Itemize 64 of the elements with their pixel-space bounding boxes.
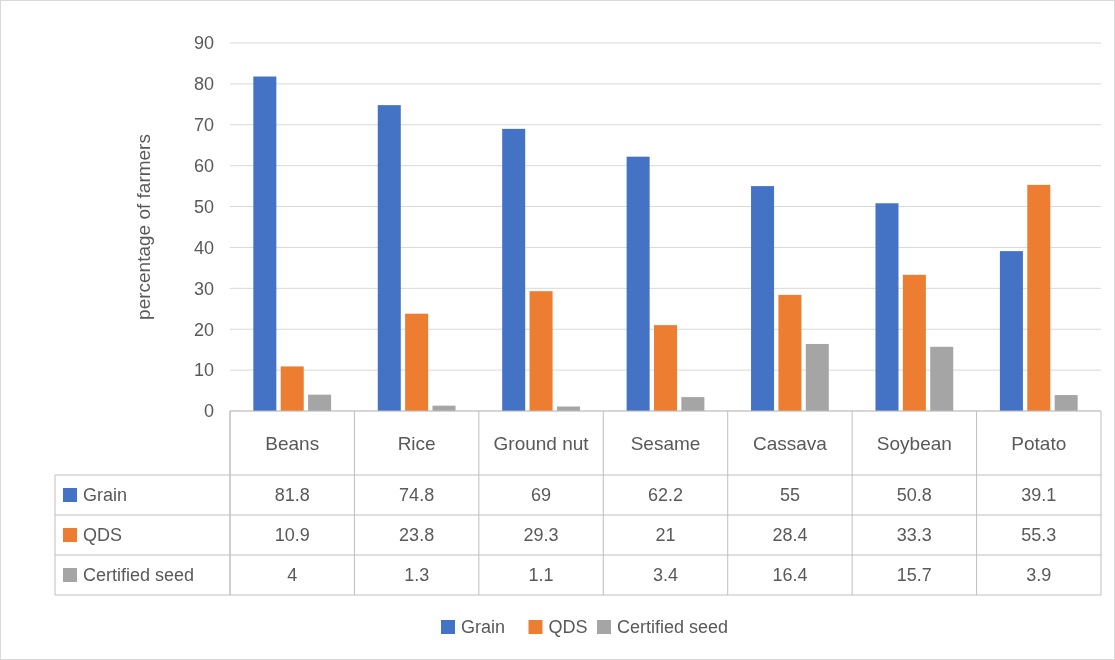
- y-axis-title: percentage of farmers: [133, 134, 154, 320]
- bar: [253, 76, 277, 411]
- y-tick-label: 30: [193, 278, 214, 299]
- data-label: 74.8: [399, 485, 435, 506]
- legend-label: QDS: [83, 525, 123, 546]
- x-tick-label: Sesame: [630, 432, 701, 454]
- y-tick-label: 80: [193, 74, 214, 95]
- x-tick-label: Potato: [1011, 432, 1067, 454]
- data-label: 21: [655, 525, 676, 546]
- y-tick-label: 50: [193, 196, 214, 217]
- bar: [875, 203, 899, 411]
- bar: [999, 251, 1023, 411]
- data-label: 29.3: [523, 525, 559, 546]
- bar: [778, 294, 802, 411]
- x-tick-label: Beans: [265, 432, 320, 454]
- data-label: 10.9: [274, 525, 310, 546]
- text: QDS: [548, 617, 588, 638]
- legend-label: Grain: [83, 485, 128, 506]
- bar: [405, 313, 429, 411]
- data-label: 23.8: [399, 525, 435, 546]
- bar: [308, 394, 332, 411]
- y-tick-label: 60: [193, 155, 214, 176]
- bar: [1027, 184, 1051, 411]
- data-label: 55.3: [1021, 525, 1057, 546]
- bar: [626, 156, 650, 411]
- y-tick-label: 90: [193, 33, 214, 54]
- data-label: 62.2: [647, 485, 684, 506]
- bar: [653, 325, 678, 411]
- bar: [681, 397, 705, 411]
- x-tick-label: Rice: [397, 432, 436, 454]
- data-label: 1.1: [528, 565, 554, 586]
- text: Certified seed: [617, 617, 729, 638]
- y-tick-label: 0: [203, 401, 214, 422]
- bar: [805, 343, 829, 411]
- data-label: 1.3: [404, 565, 430, 586]
- bar: [502, 128, 526, 411]
- data-label: 28.4: [772, 525, 808, 546]
- data-label: 81.8: [274, 485, 310, 506]
- x-tick-label: Soybean: [876, 432, 952, 454]
- data-label: 15.7: [896, 565, 932, 586]
- x-tick-label: Ground nut: [493, 432, 590, 454]
- data-label: 69: [531, 485, 552, 506]
- data-label: 16.4: [772, 565, 808, 586]
- data-label: 39.1: [1021, 485, 1057, 506]
- y-tick-label: 10: [193, 360, 214, 381]
- text: Grain: [461, 617, 506, 638]
- y-tick-label: 40: [193, 237, 214, 258]
- x-tick-label: Cassava: [752, 432, 828, 454]
- bar: [377, 105, 401, 411]
- bar: [1054, 395, 1078, 411]
- bar: [529, 291, 553, 411]
- data-label: 3.4: [652, 565, 679, 586]
- data-label: 3.9: [1026, 565, 1052, 586]
- data-label: 33.3: [896, 525, 932, 546]
- bar: [280, 366, 304, 411]
- y-tick-label: 20: [193, 319, 214, 340]
- data-label: 55: [779, 485, 800, 506]
- legend-label: Certified seed: [83, 565, 195, 586]
- data-label: 50.8: [896, 485, 932, 506]
- bar: [902, 274, 926, 411]
- y-tick-label: 70: [193, 115, 214, 136]
- data-label: 4: [287, 565, 298, 586]
- bar: [930, 346, 954, 411]
- bar: [751, 186, 775, 411]
